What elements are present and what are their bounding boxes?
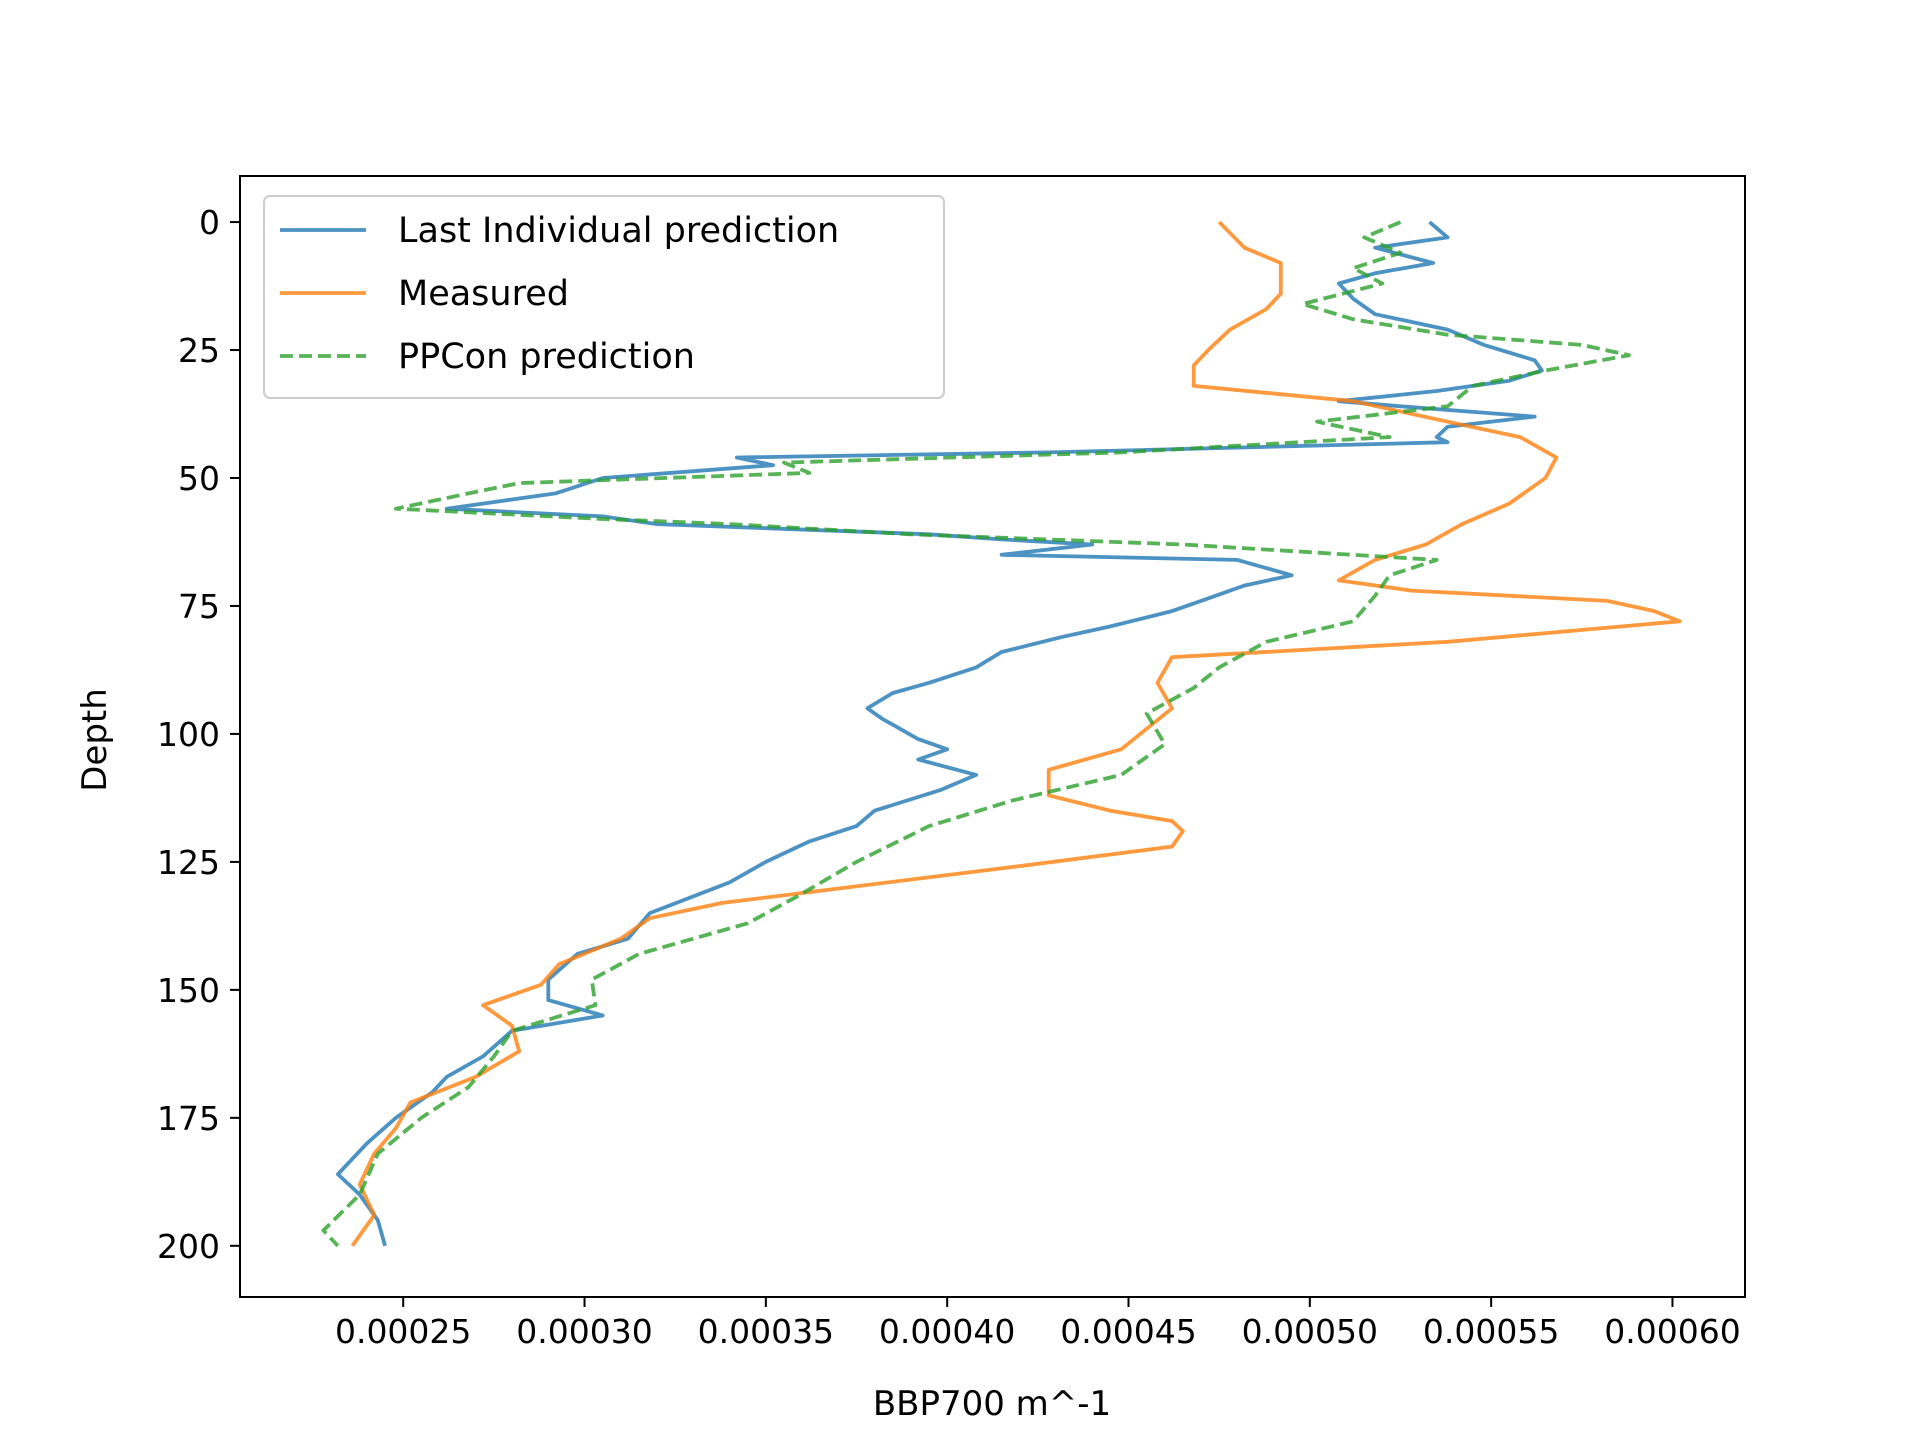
- y-tick-label: 150: [157, 971, 220, 1010]
- series-layer: [321, 220, 1682, 1248]
- x-tick-label: 0.00025: [335, 1312, 471, 1351]
- y-tick-label: 125: [157, 843, 220, 882]
- legend-items: Last Individual prediction Measured PPCon …: [280, 211, 839, 377]
- y-tick-label: 100: [157, 715, 220, 754]
- x-axis: 0.00025 0.00030 0.00035 0.00040 0.00045 0.000…: [335, 1297, 1741, 1351]
- x-tick-label: 0.00045: [1060, 1312, 1196, 1351]
- y-tick-label: 50: [178, 459, 220, 498]
- legend-label-2: Measured: [398, 274, 569, 314]
- y-axis-label: Depth: [75, 688, 115, 792]
- x-tick-label: 0.00035: [698, 1312, 834, 1351]
- y-tick-label: 25: [178, 331, 220, 370]
- y-tick-label: 0: [199, 203, 220, 242]
- legend-label-3: PPCon prediction: [398, 337, 695, 377]
- x-tick-label: 0.00050: [1242, 1312, 1378, 1351]
- y-tick-label: 175: [157, 1099, 220, 1138]
- plot-frame: [239, 175, 1746, 1298]
- x-tick-label: 0.00030: [516, 1312, 652, 1351]
- x-tick-label: 0.00060: [1604, 1312, 1740, 1351]
- y-axis: 0 25 50 75 100 125 150 175 200: [157, 203, 240, 1266]
- series-line-2: [350, 220, 1682, 1247]
- x-tick-label: 0.00040: [879, 1312, 1015, 1351]
- y-tick-label: 75: [178, 587, 220, 626]
- y-tick-label: 200: [157, 1227, 220, 1266]
- legend-box: [263, 195, 945, 399]
- x-axis-label: BBP700 m^-1: [873, 1384, 1111, 1424]
- x-tick-label: 0.00055: [1423, 1312, 1559, 1351]
- legend: Last Individual prediction Measured PPCon …: [263, 195, 945, 399]
- series-line-3: [321, 220, 1631, 1248]
- legend-label-1: Last Individual prediction: [398, 211, 839, 251]
